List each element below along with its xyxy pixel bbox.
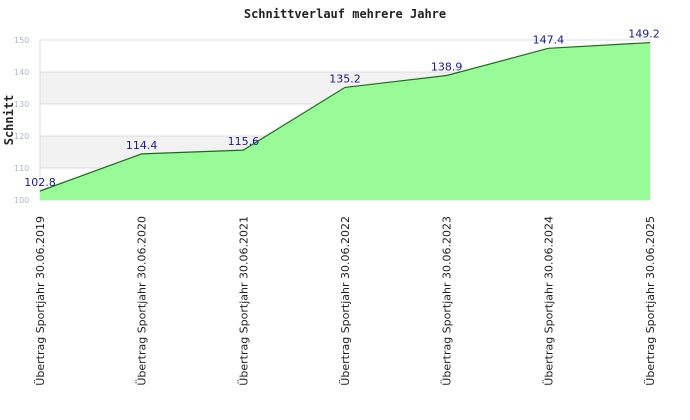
x-tick-label: Übertrag Sportjahr 30.06.2021 xyxy=(237,216,250,386)
y-axis-label: Schnitt xyxy=(2,95,16,146)
y-tick-label: 110 xyxy=(14,164,29,173)
y-tick-label: 130 xyxy=(14,100,29,109)
data-label: 138.9 xyxy=(431,61,463,74)
x-tick-label: Übertrag Sportjahr 30.06.2022 xyxy=(339,216,352,386)
data-label: 102.8 xyxy=(24,176,56,189)
series-area xyxy=(39,42,651,200)
y-tick-labels: 100 110 120 130 140 150 xyxy=(14,36,29,205)
series-area-fill xyxy=(40,42,650,200)
x-tick-labels: Übertrag Sportjahr 30.06.2019 Übertrag Sp… xyxy=(34,216,657,386)
data-label: 115.6 xyxy=(228,135,260,148)
data-label: 149.2 xyxy=(628,28,660,41)
x-tick-label: Übertrag Sportjahr 30.06.2024 xyxy=(542,216,555,386)
y-tick-label: 100 xyxy=(14,196,29,205)
x-tick-label: Übertrag Sportjahr 30.06.2025 xyxy=(644,216,657,386)
y-tick-label: 140 xyxy=(14,68,29,77)
data-label: 135.2 xyxy=(329,72,361,85)
data-label: 114.4 xyxy=(126,139,158,152)
chart-title: Schnittverlauf mehrere Jahre xyxy=(244,7,446,21)
x-tick-label: Übertrag Sportjahr 30.06.2019 xyxy=(34,216,47,386)
y-tick-label: 120 xyxy=(14,132,29,141)
series-line xyxy=(39,42,651,192)
x-tick-label: Übertrag Sportjahr 30.06.2020 xyxy=(136,216,149,386)
data-labels: 102.8 114.4 115.6 135.2 138.9 147.4 149.2 xyxy=(24,28,660,189)
x-tick-label: Übertrag Sportjahr 30.06.2023 xyxy=(441,216,454,386)
data-label: 147.4 xyxy=(533,33,565,46)
y-tick-label: 150 xyxy=(14,36,29,45)
